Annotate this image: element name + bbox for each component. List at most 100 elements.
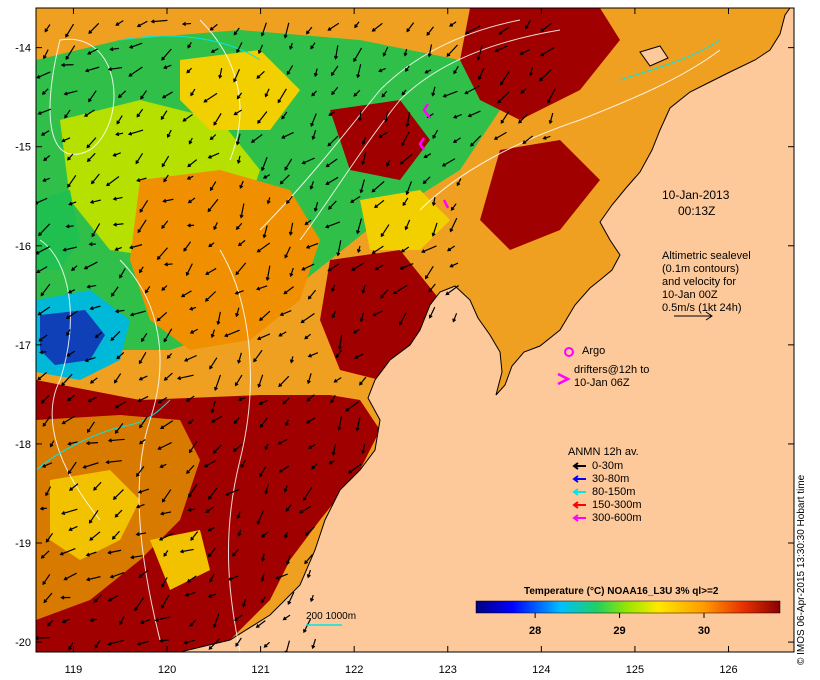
velocity-arrow bbox=[305, 26, 313, 35]
velocity-arrow bbox=[406, 22, 415, 33]
velocity-arrow bbox=[497, 91, 510, 104]
velocity-arrow bbox=[330, 394, 336, 404]
velocity-arrow bbox=[540, 22, 553, 33]
velocity-arrow bbox=[286, 65, 294, 76]
velocity-arrow bbox=[235, 222, 243, 231]
velocity-arrow bbox=[378, 67, 386, 73]
velocity-arrow bbox=[83, 261, 98, 270]
sst-green-patch-west bbox=[36, 190, 80, 270]
velocity-arrow bbox=[446, 44, 458, 57]
velocity-arrow bbox=[284, 246, 291, 259]
velocity-arrow bbox=[333, 45, 339, 60]
velocity-arrow bbox=[137, 395, 149, 403]
velocity-arrow bbox=[180, 290, 192, 298]
velocity-arrow bbox=[359, 376, 367, 386]
velocity-arrow bbox=[519, 49, 530, 55]
velocity-arrow bbox=[89, 305, 101, 311]
argo-marker bbox=[564, 347, 574, 357]
velocity-arrow bbox=[278, 375, 290, 388]
velocity-arrow bbox=[163, 64, 172, 70]
velocity-arrow bbox=[327, 263, 340, 272]
velocity-arrow bbox=[257, 374, 264, 388]
velocity-arrow bbox=[345, 400, 360, 412]
velocity-arrow bbox=[63, 572, 77, 581]
velocity-arrow bbox=[260, 531, 269, 538]
velocity-arrow bbox=[61, 618, 71, 624]
velocity-arrow bbox=[45, 486, 52, 497]
velocity-arrow bbox=[185, 395, 195, 402]
velocity-arrow bbox=[207, 527, 215, 532]
velocity-arrow bbox=[159, 511, 172, 516]
velocity-arrow bbox=[156, 247, 168, 260]
island-north bbox=[639, 45, 669, 67]
date-label: 10-Jan-2013 bbox=[662, 188, 730, 202]
plot-frame bbox=[35, 7, 795, 653]
velocity-arrow bbox=[259, 310, 271, 322]
velocity-arrow bbox=[40, 550, 50, 559]
velocity-arrow bbox=[138, 569, 149, 579]
velocity-arrow bbox=[183, 354, 197, 362]
velocity-arrow bbox=[277, 438, 288, 445]
velocity-arrow bbox=[498, 26, 510, 35]
velocity-arrow bbox=[283, 485, 288, 493]
velocity-arrow bbox=[237, 239, 246, 247]
velocity-arrow bbox=[43, 592, 53, 604]
velocity-arrow bbox=[239, 203, 245, 219]
velocity-arrow bbox=[42, 573, 51, 586]
velocity-arrow bbox=[88, 22, 100, 35]
velocity-arrow bbox=[235, 307, 240, 318]
velocity-arrow bbox=[186, 575, 197, 583]
velocity-arrow bbox=[257, 111, 268, 124]
velocity-arrow bbox=[207, 547, 216, 558]
velocity-arrow bbox=[47, 619, 54, 627]
velocity-arrow bbox=[154, 616, 171, 622]
velocity-arrow bbox=[306, 373, 312, 385]
velocity-arrow bbox=[84, 66, 100, 73]
velocity-arrow bbox=[337, 416, 343, 431]
velocity-arrow bbox=[163, 328, 173, 343]
velocity-arrow bbox=[350, 195, 361, 203]
velocity-arrow bbox=[327, 135, 339, 147]
sealevel-contours bbox=[39, 19, 721, 652]
colorbar-tick-label: 30 bbox=[698, 625, 710, 637]
velocity-arrow bbox=[38, 334, 48, 342]
velocity-arrow bbox=[232, 443, 243, 453]
velocity-arrow bbox=[150, 19, 168, 24]
velocity-arrow bbox=[542, 135, 551, 140]
velocity-arrow bbox=[310, 42, 316, 50]
velocity-arrow bbox=[211, 415, 223, 423]
velocity-arrow bbox=[160, 420, 174, 430]
velocity-arrow bbox=[467, 110, 481, 118]
velocity-arrow bbox=[371, 22, 383, 32]
velocity-arrow bbox=[160, 110, 168, 121]
velocity-arrow bbox=[86, 421, 95, 434]
velocity-arrow bbox=[354, 21, 360, 29]
velocity-arrow bbox=[179, 548, 194, 554]
velocity-arrow bbox=[285, 419, 290, 427]
velocity-arrow bbox=[311, 463, 318, 470]
velocity-arrow bbox=[156, 311, 168, 322]
velocity-arrow bbox=[235, 637, 242, 647]
velocity-arrow bbox=[402, 197, 409, 207]
velocity-arrow bbox=[112, 196, 123, 201]
velocity-arrow bbox=[207, 593, 217, 598]
anmn-arrow bbox=[572, 501, 586, 509]
velocity-arrow bbox=[110, 330, 121, 341]
velocity-arrow bbox=[187, 419, 194, 425]
velocity-arrow bbox=[356, 64, 362, 79]
velocity-arrow bbox=[209, 357, 218, 370]
velocity-arrow bbox=[210, 329, 216, 339]
velocity-arrow bbox=[260, 22, 267, 37]
velocity-arrow bbox=[255, 285, 268, 291]
velocity-arrow bbox=[107, 438, 125, 443]
velocity-arrow bbox=[40, 394, 50, 404]
velocity-arrow bbox=[163, 372, 173, 381]
velocity-arrow bbox=[500, 110, 510, 124]
velocity-arrow bbox=[265, 265, 271, 282]
velocity-arrow bbox=[49, 440, 55, 448]
anmn-item-label: 150-300m bbox=[592, 499, 642, 511]
velocity-arrow bbox=[401, 89, 407, 96]
velocity-arrow bbox=[234, 374, 243, 387]
velocity-arrow bbox=[356, 245, 361, 254]
velocity-arrow bbox=[422, 176, 431, 185]
